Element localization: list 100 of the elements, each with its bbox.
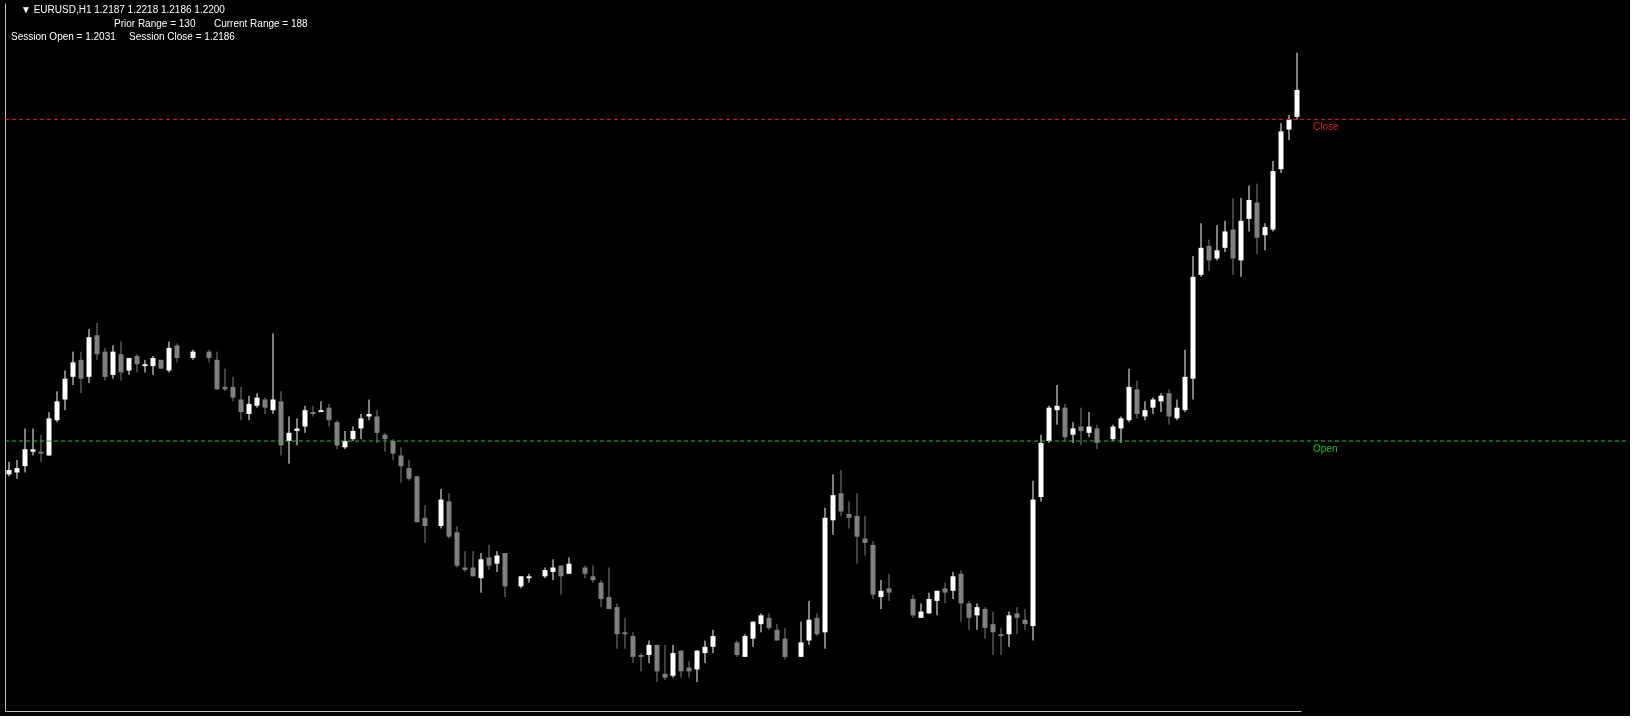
- candlestick: [246, 395, 252, 421]
- candlestick: [1246, 185, 1252, 232]
- candlestick: [550, 558, 556, 581]
- candlestick: [558, 565, 564, 596]
- candlestick: [294, 417, 300, 446]
- candlestick: [54, 390, 60, 423]
- candlestick: [134, 353, 140, 373]
- candlestick: [1262, 222, 1268, 251]
- candlestick: [1086, 411, 1092, 438]
- candlestick: [326, 403, 332, 428]
- candlestick: [854, 492, 860, 565]
- candlestick: [14, 459, 20, 480]
- text: Session Close = 1.2186: [129, 31, 236, 42]
- candlestick: [590, 565, 596, 584]
- candlestick: [1022, 608, 1028, 631]
- candlestick: [342, 430, 348, 450]
- candlestick: [638, 652, 644, 672]
- candlestick: [1286, 114, 1292, 141]
- candlestick: [22, 427, 28, 473]
- candlestick: [526, 573, 532, 584]
- ref-line-label: Open: [1313, 443, 1338, 455]
- candlestick: [238, 386, 244, 421]
- candlestick: [270, 332, 276, 415]
- candlestick: [374, 409, 380, 444]
- candlestick: [814, 612, 820, 637]
- candlestick: [798, 621, 804, 658]
- candlestick: [910, 594, 916, 619]
- candlestick: [582, 565, 588, 579]
- candlestick: [1054, 384, 1060, 426]
- candlestick: [1222, 220, 1228, 253]
- candlestick: [1070, 421, 1076, 444]
- candlestick: [230, 376, 236, 402]
- candlestick: [110, 344, 116, 380]
- candlestick: [390, 438, 396, 461]
- candlestick: [398, 446, 404, 484]
- candlestick: [470, 550, 476, 577]
- candlestick: [358, 413, 364, 440]
- candlestick: [806, 600, 812, 646]
- candlestick: [750, 621, 756, 648]
- candlestick: [478, 552, 484, 594]
- candlestick: [646, 640, 652, 664]
- candlestick: [678, 650, 684, 679]
- candlestick: [254, 392, 260, 409]
- candlestick: [782, 627, 788, 660]
- candlestick: [934, 590, 940, 616]
- candlestick: [310, 405, 316, 417]
- candlestick: [1206, 239, 1212, 272]
- candlestick: [1174, 398, 1180, 421]
- candlestick: [1006, 611, 1012, 648]
- candlestick: [886, 573, 892, 602]
- candlestick: [1014, 606, 1020, 635]
- candlestick: [846, 500, 852, 529]
- candlestick: [974, 602, 980, 631]
- candlestick: [1118, 415, 1124, 444]
- candlestick: [950, 571, 956, 600]
- chart-title: ▼ EURUSD,H1 1.2187 1.2218 1.2186 1.2200: [21, 4, 226, 15]
- candlestick: [990, 611, 996, 656]
- ref-line-label: Close: [1313, 121, 1339, 133]
- candlestick: [70, 351, 76, 386]
- candlestick: [1214, 224, 1220, 261]
- candlestick: [998, 627, 1004, 656]
- candlestick: [6, 461, 12, 477]
- candlestick: [702, 640, 708, 664]
- candlestick: [94, 322, 100, 361]
- candlestick: [662, 644, 668, 681]
- candlestick: [150, 355, 156, 376]
- candlestick: [1166, 388, 1172, 426]
- candlestick: [694, 650, 700, 683]
- candlestick: [78, 351, 84, 394]
- candlestick: [878, 579, 884, 610]
- candlestick: [62, 370, 68, 411]
- candlestick: [606, 567, 612, 610]
- candlestick: [838, 469, 844, 517]
- candlestick: [630, 631, 636, 664]
- candlestick: [30, 427, 36, 456]
- text: Session Open = 1.2031: [11, 31, 117, 42]
- candlestick: [1078, 407, 1084, 446]
- candlestick: [302, 405, 308, 434]
- candlestick: [118, 341, 124, 382]
- text: Prior Range = 130: [114, 18, 196, 29]
- candlestick: [758, 612, 764, 633]
- candlestick: [334, 419, 340, 450]
- candlestick: [174, 342, 180, 363]
- candlestick: [286, 415, 292, 465]
- candlestick: [598, 579, 604, 608]
- text: Current Range = 188: [214, 18, 309, 29]
- candlestick: [710, 629, 716, 654]
- candlestick: [166, 341, 172, 373]
- candlestick: [742, 633, 748, 658]
- candlestick: [1142, 400, 1148, 421]
- candlestick: [486, 544, 492, 571]
- candlestick: [382, 432, 388, 453]
- candlestick: [862, 515, 868, 557]
- candlestick: [622, 617, 628, 650]
- candlestick: [1094, 424, 1100, 450]
- candlestick: [206, 349, 212, 363]
- candlestick: [966, 600, 972, 631]
- candlestick: [918, 602, 924, 619]
- candlestick: [670, 644, 676, 679]
- candlestick: [982, 606, 988, 640]
